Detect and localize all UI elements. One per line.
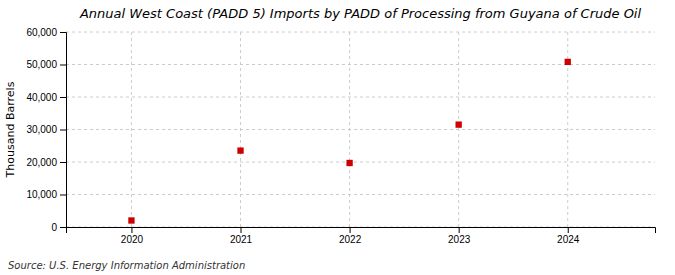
x-tick-mark — [131, 227, 132, 233]
y-grid-line — [66, 129, 655, 130]
x-grid-line — [131, 32, 132, 227]
y-tick-label: 20,000 — [26, 157, 57, 168]
y-tick-mark — [60, 130, 66, 131]
x-tick-mark — [568, 227, 569, 233]
y-axis-label: Thousand Barrels — [4, 81, 17, 178]
y-tick-label: 50,000 — [26, 59, 57, 70]
y-tick: 30,000 — [26, 124, 66, 135]
x-grid-line — [349, 32, 350, 227]
y-tick: 20,000 — [26, 157, 66, 168]
chart-container: 2020 2021 2022 2023 2024 0 10,000 20,000 30,000 4… — [0, 0, 675, 275]
y-tick-mark — [60, 65, 66, 66]
point — [456, 121, 462, 127]
point — [346, 160, 352, 166]
grid — [66, 32, 655, 227]
x-tick-label: 2024 — [557, 234, 580, 245]
y-tick: 60,000 — [26, 27, 66, 38]
y-grid-line — [66, 194, 655, 195]
x-tick-mark — [350, 227, 351, 233]
y-tick-mark — [60, 97, 66, 98]
x-grid-line — [240, 32, 241, 227]
x-tick: 2020 — [121, 227, 144, 245]
x-tick-mark — [241, 227, 242, 233]
y-tick-label: 10,000 — [26, 189, 57, 200]
y-tick-label: 40,000 — [26, 92, 57, 103]
x-tick: 2022 — [339, 227, 362, 245]
y-axis: 0 10,000 20,000 30,000 40,000 50,000 60,000 — [26, 27, 66, 233]
x-tick-label: 2023 — [448, 234, 471, 245]
x-tick: 2021 — [230, 227, 253, 245]
x-tick-label: 2020 — [121, 234, 144, 245]
marks — [128, 59, 571, 224]
x-tick: 2023 — [448, 227, 471, 245]
x-axis-line — [67, 228, 656, 234]
x-tick-label: 2021 — [230, 234, 253, 245]
y-grid-line — [66, 97, 655, 98]
y-grid-line — [66, 162, 655, 163]
x-axis: 2020 2021 2022 2023 2024 — [67, 227, 656, 245]
y-tick-label: 60,000 — [26, 27, 57, 38]
y-grid-line — [66, 32, 655, 33]
x-tick-label: 2022 — [339, 234, 362, 245]
x-grid-line — [458, 32, 459, 227]
point — [565, 59, 571, 65]
chart-svg: 2020 2021 2022 2023 2024 0 10,000 20,000 30,000 4… — [0, 0, 675, 275]
point — [237, 147, 243, 153]
y-tick-mark — [60, 195, 66, 196]
y-tick: 10,000 — [26, 189, 66, 200]
y-tick-label: 0 — [51, 222, 57, 233]
y-tick-mark — [60, 162, 66, 163]
title: Annual West Coast (PADD 5) Imports by PA… — [79, 6, 642, 21]
annotation: Source: U.S. Energy Information Administ… — [8, 260, 245, 271]
y-tick: 0 — [51, 222, 66, 233]
x-tick-mark — [459, 227, 460, 233]
plot-area: 2020 2021 2022 2023 2024 0 10,000 20,000 30,000 4… — [26, 27, 655, 245]
y-tick-label: 30,000 — [26, 124, 57, 135]
y-tick-mark — [60, 227, 66, 228]
y-tick: 50,000 — [26, 59, 66, 70]
x-tick: 2024 — [557, 227, 580, 245]
y-axis-line — [60, 33, 67, 228]
y-tick: 40,000 — [26, 92, 66, 103]
point — [128, 217, 134, 223]
y-tick-mark — [60, 32, 66, 33]
